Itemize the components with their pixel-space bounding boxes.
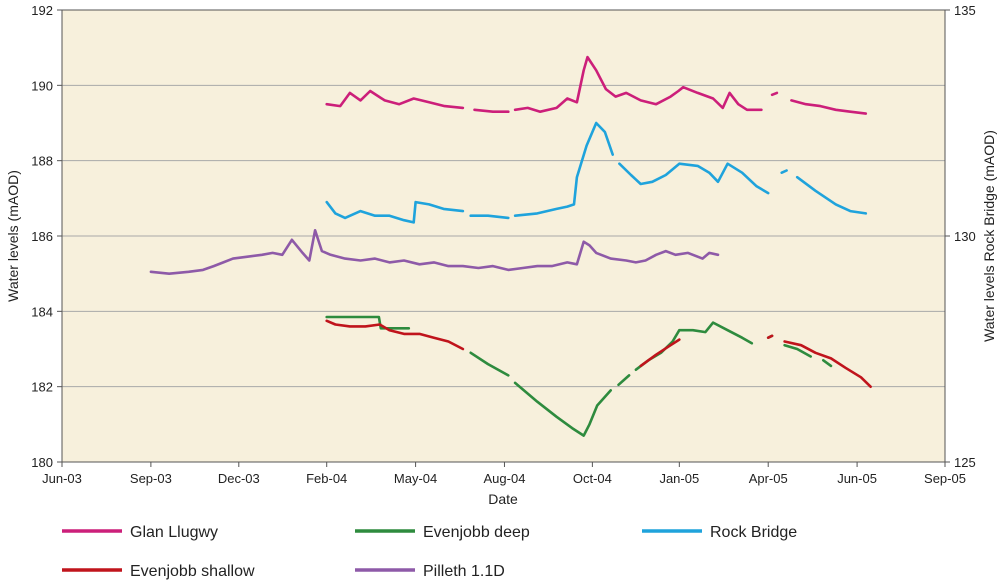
legend-item-evenjobb-deep: Evenjobb deep — [355, 524, 530, 541]
legend-label-rock-bridge: Rock Bridge — [710, 524, 797, 541]
series-line-rock-bridge — [325, 121, 868, 224]
legend: Glan Llugwy Evenjobb deep Rock Bridge Ev… — [62, 524, 797, 580]
x-tick-label-sep-05: Sep-05 — [924, 471, 966, 486]
y-left-tick-label-186: 186 — [31, 229, 53, 244]
x-tick-label-jan-05: Jan-05 — [659, 471, 699, 486]
y-axis-left: 180 182 184 186 188 190 192 — [31, 3, 62, 470]
y-left-tick-label-180: 180 — [31, 455, 53, 470]
y-left-tick-label-192: 192 — [31, 3, 53, 18]
legend-label-pilleth: Pilleth 1.1D — [423, 563, 505, 580]
y-axis-right-title: Water levels Rock Bridge (mAOD) — [981, 130, 997, 342]
legend-item-evenjobb-shallow: Evenjobb shallow — [62, 563, 255, 580]
y-left-tick-label-190: 190 — [31, 78, 53, 93]
y-left-tick-label-182: 182 — [31, 380, 53, 395]
x-axis: Jun-03 Sep-03 Dec-03 Feb-04 May-04 Aug-04 Oct-… — [42, 462, 966, 486]
x-tick-label-jun-05: Jun-05 — [837, 471, 877, 486]
x-tick-label-may-04: May-04 — [394, 471, 437, 486]
y-right-tick-label-130: 130 — [954, 229, 976, 244]
legend-label-evenjobb-deep: Evenjobb deep — [423, 524, 530, 541]
x-axis-title: Date — [488, 491, 518, 507]
y-axis-left-title: Water levels (mAOD) — [5, 170, 21, 302]
series-lines — [149, 55, 872, 437]
grid-lines — [62, 84, 945, 388]
y-left-tick-label-188: 188 — [31, 154, 53, 169]
legend-item-glan-llugwy: Glan Llugwy — [62, 524, 218, 541]
y-right-tick-label-135: 135 — [954, 3, 976, 18]
series-line-glan-llugwy — [325, 55, 868, 115]
y-left-tick-label-184: 184 — [31, 304, 53, 319]
x-tick-label-feb-04: Feb-04 — [306, 471, 347, 486]
x-tick-label-apr-05: Apr-05 — [749, 471, 788, 486]
series-line-evenjobb-shallow — [325, 319, 872, 388]
x-tick-label-aug-04: Aug-04 — [484, 471, 526, 486]
x-tick-label-jun-03: Jun-03 — [42, 471, 82, 486]
x-tick-label-oct-04: Oct-04 — [573, 471, 612, 486]
series-line-pilleth-1-1d — [149, 229, 720, 275]
x-tick-label-dec-03: Dec-03 — [218, 471, 260, 486]
legend-label-glan-llugwy: Glan Llugwy — [130, 524, 218, 541]
legend-item-rock-bridge: Rock Bridge — [642, 524, 797, 541]
y-right-tick-label-125: 125 — [954, 455, 976, 470]
x-tick-label-sep-03: Sep-03 — [130, 471, 172, 486]
legend-label-evenjobb-shallow: Evenjobb shallow — [130, 563, 255, 580]
legend-item-pilleth: Pilleth 1.1D — [355, 563, 505, 580]
y-axis-right: 125 130 135 — [945, 3, 976, 470]
